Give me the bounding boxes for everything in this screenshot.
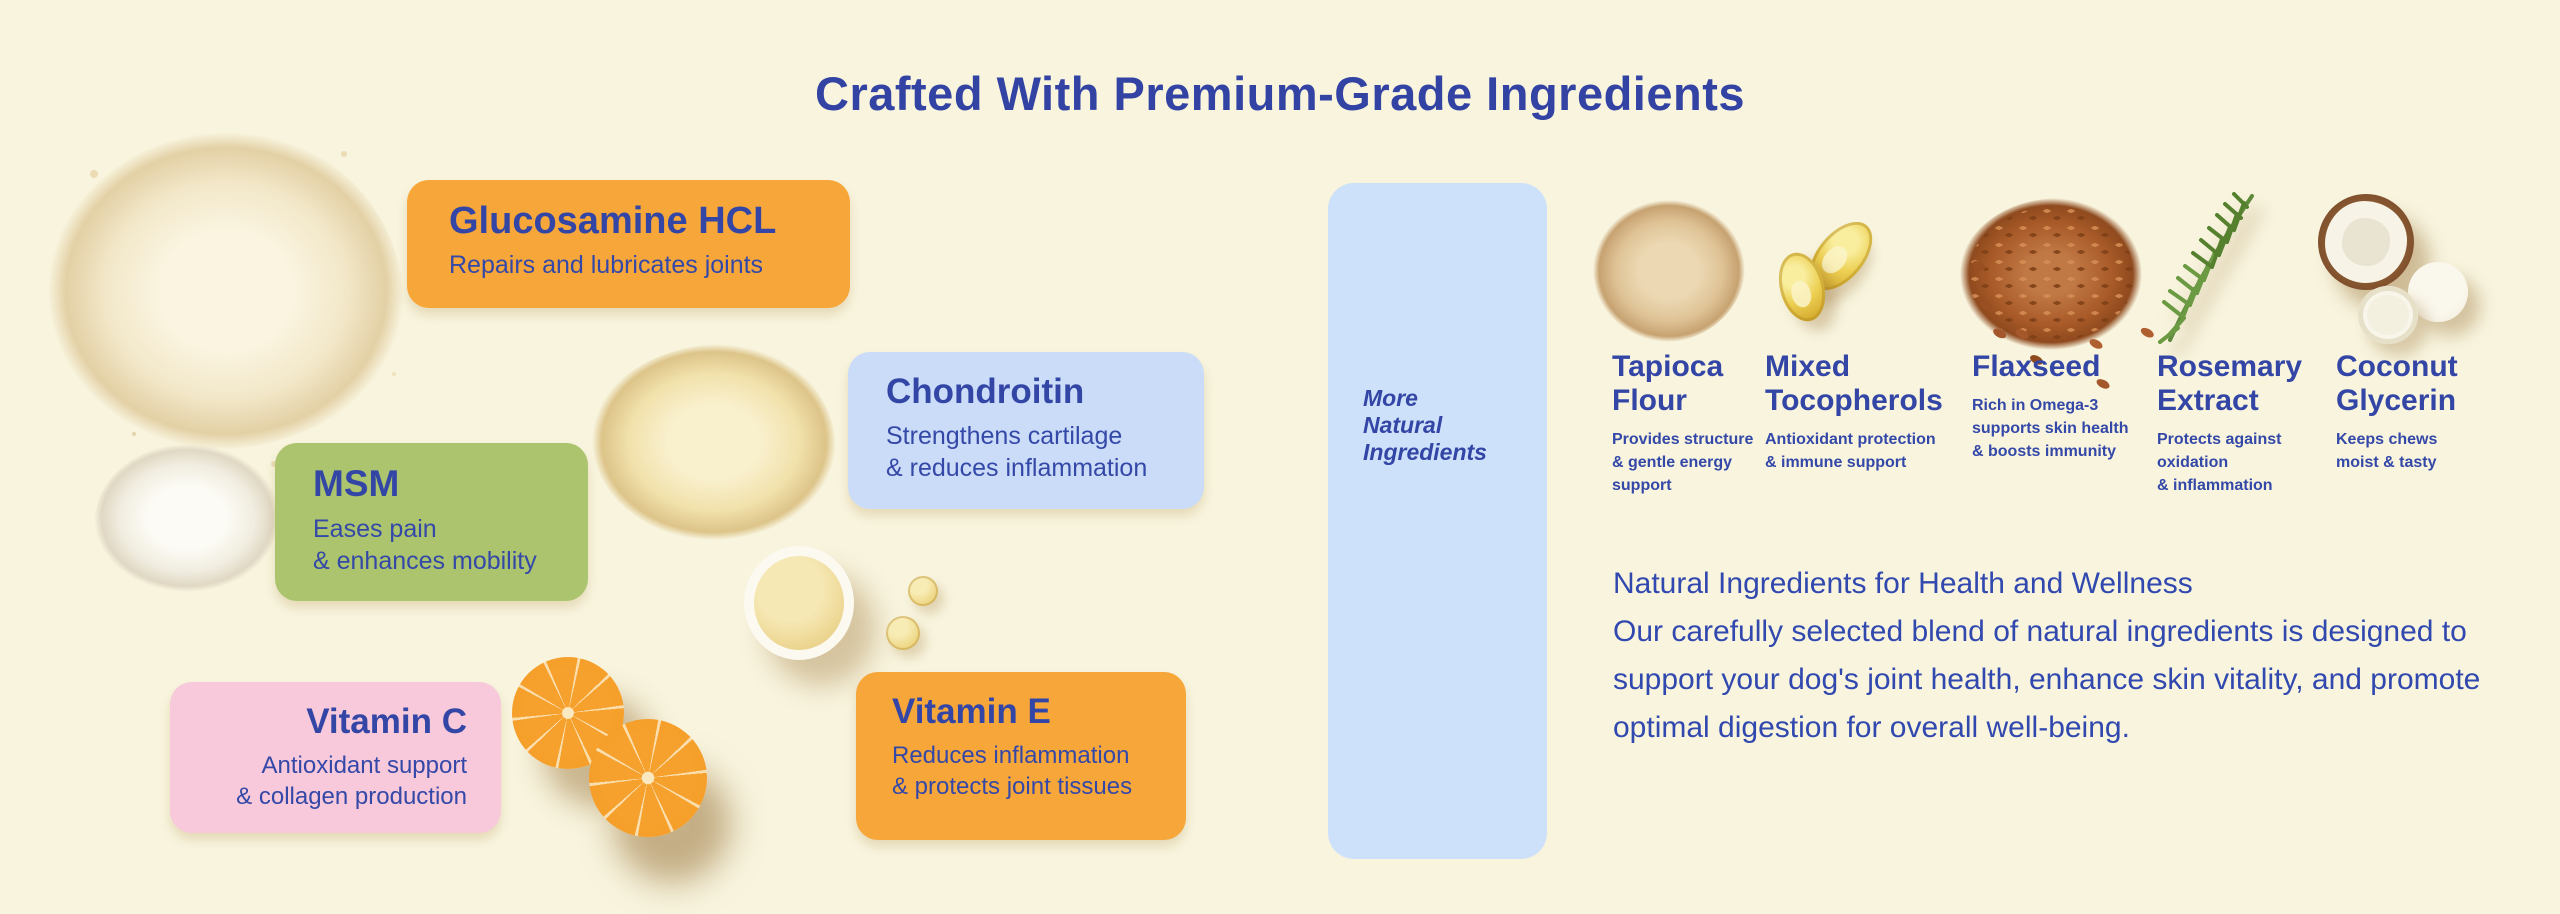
ingredient-description: Provides structure & gentle energy suppo… [1612, 431, 1754, 494]
ingredient-description: Rich in Omega-3 supports skin health & b… [1972, 397, 2129, 460]
callout-description: Antioxidant support & collagen productio… [236, 752, 467, 810]
callout-chondroitin: Chondroitin Strengthens cartilage & redu… [848, 352, 1204, 509]
powder-speckles [90, 170, 98, 178]
msm-powder-image [94, 444, 280, 592]
ingredient-name: Mixed Tocopherols [1765, 350, 1943, 417]
callout-glucosamine: Glucosamine HCL Repairs and lubricates j… [407, 180, 850, 308]
callout-vitamin-e: Vitamin E Reduces inflammation & protect… [856, 672, 1186, 840]
oil-droplet-icon [886, 616, 920, 650]
callout-description: Reduces inflammation & protects joint ti… [892, 742, 1133, 800]
callout-title: Glucosamine HCL [449, 200, 777, 242]
glucosamine-powder-image [48, 132, 404, 450]
callout-description: Eases pain & enhances mobility [313, 515, 537, 575]
ingredient-description: Protects against oxidation & inflammatio… [2157, 431, 2282, 494]
ingredient-column-tapioca-flour: Tapioca Flour Provides structure & gentl… [1612, 350, 1753, 497]
callout-description: Strengthens cartilage & reduces inflamma… [886, 422, 1148, 482]
rosemary-sprig-image [2158, 192, 2254, 344]
glycerin-bowl-image [2358, 286, 2418, 344]
callout-title: Chondroitin [886, 372, 1085, 411]
callout-title: Vitamin E [892, 692, 1051, 731]
wellness-body: Our carefully selected blend of natural … [1613, 615, 2481, 744]
coconut-half-image [2318, 194, 2414, 290]
chondroitin-powder-image [592, 344, 836, 540]
ingredient-column-rosemary-extract: Rosemary Extract Protects against oxidat… [2157, 350, 2302, 497]
flaxseed-pile-image [1960, 198, 2142, 350]
callout-vitamin-c: Vitamin C Antioxidant support & collagen… [170, 682, 501, 833]
page-title: Crafted With Premium-Grade Ingredients [815, 67, 1745, 120]
ingredient-name: Tapioca Flour [1612, 350, 1724, 417]
ingredient-column-mixed-tocopherols: Mixed Tocopherols Antioxidant protection… [1765, 350, 1943, 474]
callout-msm: MSM Eases pain & enhances mobility [275, 443, 588, 601]
glycerin-disc-image [2408, 262, 2468, 322]
wellness-heading: Natural Ingredients for Health and Welln… [1613, 567, 2193, 600]
ingredient-name: Flaxseed [1972, 350, 2101, 383]
callout-title: Vitamin C [306, 702, 467, 741]
ingredient-column-coconut-glycerin: Coconut Glycerin Keeps chews moist & tas… [2336, 350, 2458, 474]
callout-title: MSM [313, 463, 400, 504]
orange-half-image [589, 719, 707, 837]
wellness-paragraph: Natural Ingredients for Health and Welln… [1613, 560, 2518, 752]
ingredient-name: Coconut Glycerin [2336, 350, 2458, 417]
ingredient-name: Rosemary Extract [2157, 350, 2303, 417]
ingredient-description: Keeps chews moist & tasty [2336, 431, 2438, 471]
tapioca-powder-image [1593, 200, 1745, 342]
ingredient-column-flaxseed: Flaxseed Rich in Omega-3 supports skin h… [1972, 350, 2128, 463]
more-natural-ingredients-panel: More Natural Ingredients [1328, 183, 1547, 859]
vitamin-e-oil-cup-image [744, 546, 854, 660]
oil-droplet-icon [908, 576, 938, 606]
callout-description: Repairs and lubricates joints [449, 251, 764, 279]
more-panel-label: More Natural Ingredients [1363, 385, 1487, 465]
ingredient-description: Antioxidant protection & immune support [1765, 431, 1936, 471]
